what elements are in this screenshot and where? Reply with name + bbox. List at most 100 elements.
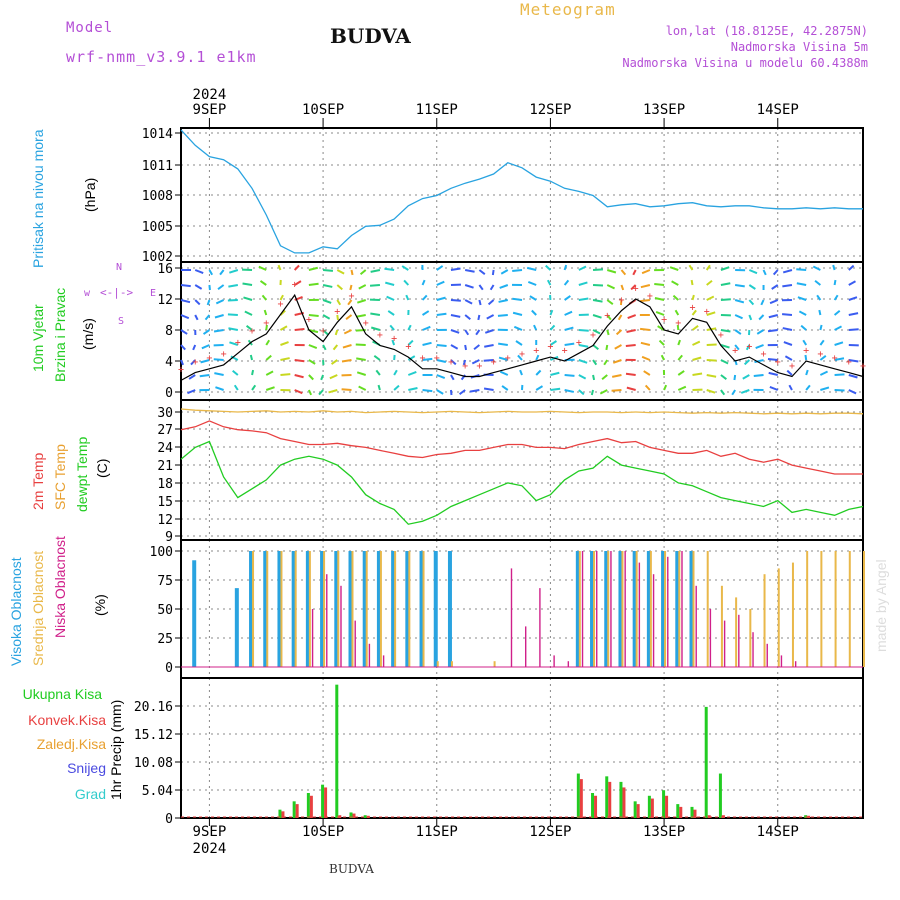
pressure-line bbox=[180, 129, 863, 254]
precip-bar-0 bbox=[662, 790, 666, 818]
wind-arrow bbox=[564, 342, 575, 346]
cloud-bar-0 bbox=[433, 551, 438, 667]
wind-arrow bbox=[620, 284, 625, 291]
wind-arrow bbox=[782, 284, 793, 288]
wind-arrow bbox=[478, 284, 484, 291]
cloud-bar-2 bbox=[794, 661, 797, 667]
cloud-bar-0 bbox=[675, 551, 680, 667]
wind-arrow bbox=[464, 284, 474, 289]
wind-arrow bbox=[619, 299, 623, 306]
wind-arrow bbox=[229, 269, 239, 274]
wind-arrow bbox=[592, 359, 598, 366]
cloud-bar-2 bbox=[667, 556, 669, 667]
cloud-ytick-label: 0 bbox=[165, 661, 173, 676]
wind-arrow bbox=[421, 294, 428, 301]
precip-bar-0 bbox=[278, 809, 282, 818]
wind-arrow bbox=[655, 311, 665, 316]
wind-arrow bbox=[601, 374, 608, 381]
wind-arrow bbox=[819, 339, 825, 346]
cloud-bar-1 bbox=[763, 574, 766, 667]
wind-arrow bbox=[529, 295, 537, 301]
wind-arrow bbox=[293, 264, 300, 271]
wind-arrow bbox=[401, 265, 409, 271]
wind-arrow bbox=[194, 269, 204, 274]
wind-arrow bbox=[180, 344, 186, 351]
cloud-bar-2 bbox=[766, 643, 768, 667]
year-label-bottom: 2024 bbox=[193, 841, 227, 857]
wind-gust-mark: + bbox=[761, 349, 767, 360]
wind-gust-mark: + bbox=[206, 353, 212, 364]
wind-arrow bbox=[578, 344, 589, 348]
precip-bar-0 bbox=[591, 793, 595, 818]
wind-gust-mark: + bbox=[846, 357, 852, 368]
wind-arrow bbox=[784, 355, 793, 361]
wind-arrow bbox=[279, 294, 284, 301]
wind-gust-mark: + bbox=[348, 291, 354, 302]
wind-arrow bbox=[640, 327, 650, 331]
cloud-bar-0 bbox=[334, 551, 339, 667]
wind-arrow bbox=[214, 314, 224, 319]
wind-arrow bbox=[545, 264, 552, 271]
legend-snijeg: Snijeg bbox=[67, 760, 106, 776]
wind-arrow bbox=[194, 284, 203, 290]
wind-arrow bbox=[227, 313, 238, 316]
wind-arrow bbox=[498, 299, 508, 303]
wind-arrows bbox=[180, 264, 859, 396]
precip-bar-0 bbox=[704, 706, 708, 818]
wind-arrow bbox=[611, 389, 622, 392]
cloud-bar-0 bbox=[320, 551, 325, 667]
precip-bar-0 bbox=[321, 784, 325, 818]
wind-arrow bbox=[705, 264, 711, 271]
precip-panel bbox=[175, 677, 864, 819]
cloud-ytick-label: 50 bbox=[157, 603, 173, 618]
precip-bar-1 bbox=[650, 798, 654, 818]
wind-arrow bbox=[632, 269, 637, 276]
cloud-bar-1 bbox=[791, 562, 794, 667]
wind-arrow bbox=[243, 296, 253, 301]
model-name: wrf-nmm_v3.9.1 e1km bbox=[66, 48, 257, 66]
wind-arrow bbox=[391, 339, 396, 346]
cloud-bar-2 bbox=[311, 609, 314, 667]
cloud-bar-0 bbox=[447, 551, 452, 667]
wind-arrow bbox=[688, 264, 694, 271]
wind-arrow bbox=[782, 313, 793, 316]
wind-gust-mark: + bbox=[476, 361, 482, 372]
wind-arrow bbox=[549, 309, 554, 316]
wind-arrow bbox=[308, 374, 314, 381]
cloud-bar-0 bbox=[661, 551, 666, 667]
cloud-bar-1 bbox=[337, 551, 340, 667]
wind-arrow bbox=[578, 389, 585, 396]
wind-gust-mark: + bbox=[832, 353, 838, 364]
wind-arrow bbox=[625, 344, 636, 347]
wind-arrow bbox=[734, 299, 745, 304]
wind-arrow bbox=[769, 385, 779, 391]
wind-arrow bbox=[620, 269, 627, 276]
wind-arrow bbox=[834, 357, 845, 361]
wind-arrow bbox=[797, 296, 807, 301]
wind-arrow bbox=[208, 284, 211, 291]
wind-arrow bbox=[403, 279, 410, 286]
wind-arrow bbox=[261, 294, 268, 301]
wind-arrow bbox=[606, 269, 617, 274]
cloud-bar-2 bbox=[539, 588, 541, 667]
wind-arrow bbox=[848, 359, 859, 363]
precip-bar-1 bbox=[594, 795, 598, 818]
day-label-bottom: 11SEP bbox=[416, 824, 458, 840]
cloud-bar-0 bbox=[405, 551, 410, 667]
wind-arrow bbox=[322, 269, 334, 272]
wind-arrow bbox=[199, 374, 210, 378]
wind-arrow bbox=[229, 341, 239, 346]
wind-arrow bbox=[308, 359, 316, 365]
cloud-bar-1 bbox=[735, 597, 738, 667]
precip-bar-1 bbox=[636, 804, 640, 818]
day-label-top: 12SEP bbox=[529, 102, 571, 118]
wind-arrow bbox=[322, 299, 332, 304]
wind-arrow bbox=[606, 299, 614, 305]
temp-ytick-label: 9 bbox=[165, 530, 173, 545]
compass-s: S bbox=[118, 316, 125, 327]
wind-arrow bbox=[834, 373, 845, 376]
wind-arrow bbox=[754, 359, 764, 364]
wind-arrow bbox=[213, 358, 224, 361]
wind-arrow bbox=[798, 310, 807, 316]
wind-arrow bbox=[450, 267, 461, 271]
